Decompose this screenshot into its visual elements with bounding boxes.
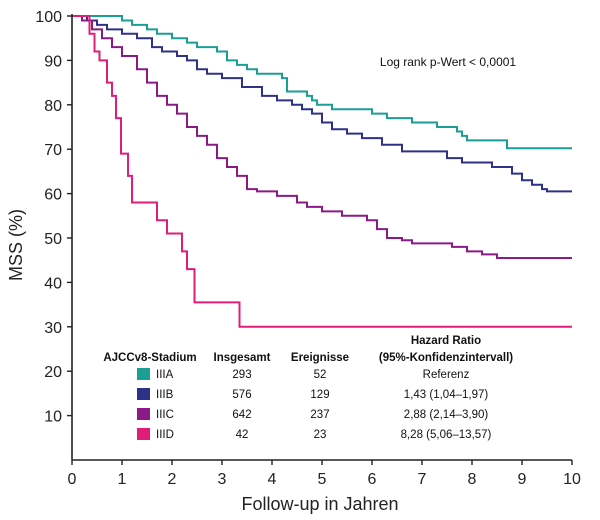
table-cell-events: 23 [314, 429, 327, 441]
table-header-events: Ereignisse [291, 352, 349, 364]
y-tick-label: 40 [44, 275, 62, 292]
x-axis-title: Follow-up in Jahren [241, 494, 398, 514]
x-tick-label: 1 [118, 471, 127, 488]
x-tick-label: 7 [418, 471, 427, 488]
table-cell-total: 293 [232, 369, 251, 381]
series-line-iiia [72, 15, 572, 150]
log-rank-annotation: Log rank p-Wert < 0,0001 [380, 55, 517, 69]
table-cell-stage: IIIC [156, 409, 174, 421]
y-tick-label: 50 [44, 231, 62, 248]
legend-swatch-iiic [137, 408, 150, 420]
table-header-stage: AJCCv8-Stadium [103, 352, 196, 364]
curves-layer [72, 15, 572, 328]
y-axis-title: MSS (%) [6, 209, 26, 281]
x-tick-label: 9 [518, 471, 527, 488]
table-cell-total: 642 [232, 409, 251, 421]
table-header-hr-line2: (95%-Konfidenzintervall) [379, 352, 513, 364]
table-cell-hr: 2,88 (2,14–3,90) [404, 409, 489, 421]
table-cell-total: 42 [236, 429, 249, 441]
x-tick-label: 2 [168, 471, 177, 488]
table-header-total: Insgesamt [214, 352, 271, 364]
x-tick-label: 5 [318, 471, 327, 488]
x-tick-label: 3 [218, 471, 227, 488]
y-tick-label: 20 [44, 364, 62, 381]
y-tick-label: 80 [44, 98, 62, 115]
x-tick-label: 6 [368, 471, 377, 488]
x-tick-label: 10 [563, 471, 581, 488]
y-tick-label: 10 [44, 409, 62, 426]
y-tick-label: 90 [44, 53, 62, 70]
table-cell-stage: IIIA [156, 369, 174, 381]
table-cell-total: 576 [232, 389, 251, 401]
x-tick-label: 4 [268, 471, 277, 488]
table-header-hr-line1: Hazard Ratio [411, 335, 481, 347]
table-cell-events: 52 [314, 369, 327, 381]
legend-swatch-iiib [137, 388, 150, 400]
table-cell-stage: IIIB [156, 389, 174, 401]
legend-swatch-iiia [137, 368, 150, 380]
series-line-iiid [72, 15, 572, 328]
table-cell-hr: 1,43 (1,04–1,97) [404, 389, 489, 401]
x-tick-label: 8 [468, 471, 477, 488]
legend-swatch-iiid [137, 428, 150, 440]
y-tick-label: 60 [44, 187, 62, 204]
y-tick-label: 30 [44, 320, 62, 337]
x-tick-label: 0 [68, 471, 77, 488]
y-tick-label: 100 [35, 9, 62, 26]
series-line-iiic [72, 15, 572, 259]
table-rows: IIIA 293 52 Referenz IIIB 576 129 1,43 (1,04–1,… [137, 368, 492, 441]
y-tick-label: 70 [44, 142, 62, 159]
table-cell-events: 237 [310, 409, 329, 421]
table-cell-hr: Referenz [423, 369, 470, 381]
legend-table: AJCCv8-Stadium Insgesamt Ereignisse Haza… [103, 335, 513, 441]
table-cell-events: 129 [310, 389, 329, 401]
table-cell-hr: 8,28 (5,06–13,57) [401, 429, 492, 441]
table-cell-stage: IIID [156, 429, 174, 441]
series-line-iiib [72, 15, 572, 193]
